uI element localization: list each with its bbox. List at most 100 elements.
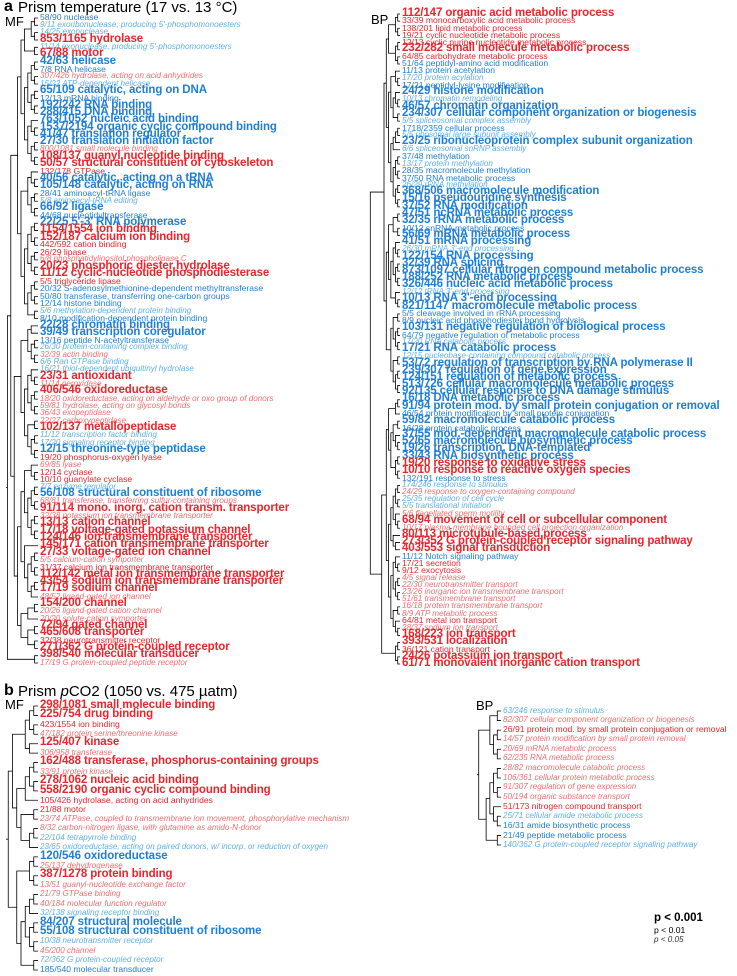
go-term: 41/51 mRNA processing xyxy=(402,235,532,248)
dendrogram-branch xyxy=(395,92,400,104)
go-term: 11/12 transcription factor binding xyxy=(40,430,157,440)
dendrogram-branch xyxy=(395,374,398,390)
go-term: 56/69 mRNA metabolic process xyxy=(402,228,571,241)
go-term: 174/246 response to stimulus xyxy=(402,479,508,489)
go-term: 17/20 signaling receptor binding xyxy=(40,437,155,447)
go-term: 8/32 carbon-nitrogen ligase, with glutam… xyxy=(40,823,262,833)
go-term: 306/958 transferase xyxy=(40,747,112,757)
go-term: 21/88 motor xyxy=(40,803,86,814)
dendrogram-branch xyxy=(392,610,398,627)
go-term: 16/31 amide biosynthetic process xyxy=(503,820,631,831)
go-term: 16/28 protein catabolic process xyxy=(402,422,521,433)
go-term: 17/21 secretion xyxy=(402,558,461,569)
go-term: 66/92 ligase xyxy=(40,201,104,214)
dendrogram-branch xyxy=(395,70,400,83)
go-term: 64/79 negative regulation of metabolic p… xyxy=(402,329,580,340)
dendrogram-branch xyxy=(392,561,396,590)
panel-b-bp-label: BP xyxy=(476,698,494,713)
go-term: 763/1052 nucleic acid binding xyxy=(40,113,199,126)
go-term: 19/21 cyclic nucleotide metabolic proces… xyxy=(402,29,561,40)
dendrogram-branch xyxy=(395,488,398,504)
go-term: 393/531 localization xyxy=(402,635,508,648)
go-term: 278/1062 nucleic acid binding xyxy=(40,774,199,787)
go-term: 23/26 inorganic ion transmembrane transp… xyxy=(402,587,564,597)
go-term: 82/307 cellular component organization o… xyxy=(503,715,695,725)
go-term: 387/1278 protein binding xyxy=(40,868,173,881)
go-term: 13/16 peptide N-acetyltransferase xyxy=(40,334,169,345)
go-term: 145/171 cation transmembrane transporter xyxy=(40,538,269,551)
panel-a-mf-label: MF xyxy=(5,14,24,29)
go-term: 28/82 macromolecule catabolic process xyxy=(503,762,646,772)
go-term: 17/19 G protein-coupled peptide receptor xyxy=(40,657,188,667)
go-term: 65/109 catalytic, acting on DNA xyxy=(40,83,207,96)
go-term: 67/88 motor xyxy=(40,47,104,60)
go-term: 28/35 macromolecule methylation xyxy=(402,165,531,176)
dendrogram-branch xyxy=(395,513,400,526)
go-term: 12/15 nucleobase-containing compound cat… xyxy=(402,351,611,361)
go-term: 5/5 cleavage involved in rRNA processing xyxy=(402,308,561,319)
go-term: 45/200 channel xyxy=(40,945,96,955)
go-term: 821/1147 macromolecule metabolic process xyxy=(402,299,638,312)
go-term: 40/184 molecular function regulator xyxy=(40,898,167,908)
go-term: 43/54 sodium ion transmembrane transport… xyxy=(40,575,284,588)
go-term: 23/25 ribonucleoprotein complex subunit … xyxy=(402,135,693,148)
go-term: 853/1165 hydrolase xyxy=(40,32,144,45)
go-term: 26/30 protein-containing complex binding xyxy=(40,342,188,352)
go-term: 40/56 catalytic, acting on a tRNA xyxy=(40,171,214,184)
go-term: 10/12 snRNA metabolic process xyxy=(402,222,525,233)
go-term: 800/1081 small molecule binding xyxy=(40,144,158,154)
go-term: 368/506 macromolecule modification xyxy=(402,185,600,198)
dendrogram-branch xyxy=(369,191,384,575)
go-term: 21/79 GTPase binding xyxy=(40,889,121,899)
legend-p01: p < 0.01 xyxy=(654,925,686,935)
go-term: 39/49 transcription coregulator xyxy=(40,325,206,338)
dendrogram-branch xyxy=(493,734,498,755)
go-term: 32/38 neurotransmitter receptor xyxy=(40,635,161,646)
go-term: 152/187 calcium ion binding xyxy=(40,230,191,243)
go-term: 14/57 protein modification by small prot… xyxy=(503,734,686,744)
dendrogram-branch xyxy=(392,535,400,547)
dendrogram-branch xyxy=(395,45,398,61)
go-term: 16/21 thiol-dependent ubiquitinyl hydrol… xyxy=(40,364,194,374)
go-term: 33/91 protein kinase xyxy=(40,766,113,776)
go-term: 513/726 cellular macromolecule metabolic… xyxy=(402,378,674,391)
dendrogram-branch xyxy=(395,131,400,143)
go-term: 52/65 macromolecule biosynthetic process xyxy=(402,435,633,448)
go-term: 16/18 DNA metabolic process xyxy=(402,392,560,405)
go-term: 19/20 phosphorus-oxygen lyase xyxy=(40,452,162,463)
go-term: 27/33 voltage-gated ion channel xyxy=(40,545,211,558)
go-term: 225/754 drug binding xyxy=(40,708,154,721)
go-term: 7/8 RNA helicase xyxy=(40,63,106,74)
go-term: 26/29 lipase xyxy=(40,246,87,257)
go-term: 10/13 chromatin remodeling xyxy=(402,94,503,104)
go-term: 307/426 hydrolase, acting on acid anhydr… xyxy=(40,71,203,81)
go-term: 442/592 cation binding xyxy=(40,239,127,250)
go-term: 232/282 small molecule metabolic process xyxy=(402,42,630,55)
go-term: 26/30 mRNA 3'-end processing xyxy=(402,244,514,254)
go-term: 37/55 mod.-dependent macromolecule catab… xyxy=(402,428,707,441)
dendrogram-branch xyxy=(395,402,400,415)
go-term: 37/48 methylation xyxy=(402,151,470,162)
dendrogram-branch xyxy=(385,38,389,128)
dendrogram-branch xyxy=(392,424,398,442)
dendrogram-branch xyxy=(395,242,400,254)
go-term: 17/20 protein acylation xyxy=(402,72,484,82)
go-term: 69/85 lyase xyxy=(40,459,82,469)
legend-p001: p < 0.001 xyxy=(654,912,703,924)
go-term: 398/540 molecular transducer xyxy=(40,648,199,661)
go-term: 11/13 protein acetylation xyxy=(402,65,496,76)
go-term: 12/13 cyclic purine nucleotide metabolic… xyxy=(402,36,587,47)
go-term: 124/146 ion transmembrane transporter xyxy=(40,531,253,544)
go-term: 80/113 microtubule-based process xyxy=(402,528,587,541)
go-term: 122/154 RNA processing xyxy=(402,249,534,262)
go-term: 11/12 cyclic-nucleotide phosphodiesteras… xyxy=(40,267,270,280)
go-term: 234/307 cellular component organization … xyxy=(402,106,697,119)
go-term: 6/6 spliceosomal snRNP assembly xyxy=(402,144,527,154)
go-term: 140/362 G protein-coupled receptor signa… xyxy=(503,839,698,849)
go-term: 72/94 gated channel xyxy=(40,619,148,632)
go-term: 24/29 histone modification xyxy=(402,85,544,98)
go-term: 6/8 phosphatidylinositol phospholipase C xyxy=(40,254,187,264)
dendrogram-branch xyxy=(385,429,389,562)
dendrogram-branch xyxy=(496,815,501,827)
dendrogram-branch xyxy=(395,331,398,347)
